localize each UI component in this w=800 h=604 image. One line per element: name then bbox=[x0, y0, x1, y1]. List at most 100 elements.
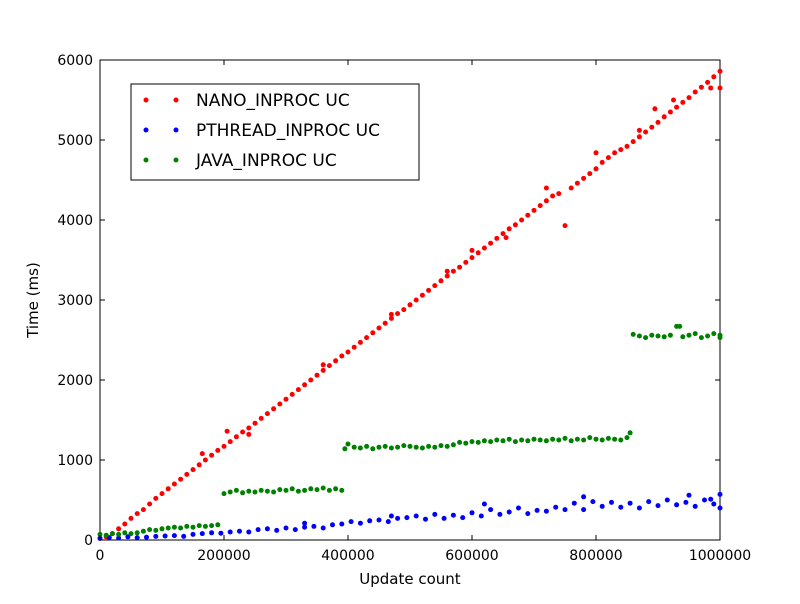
data-point bbox=[171, 524, 177, 530]
data-point bbox=[686, 332, 692, 338]
data-point bbox=[221, 491, 227, 497]
data-point bbox=[357, 445, 363, 451]
data-point bbox=[460, 515, 466, 521]
data-point bbox=[671, 97, 676, 103]
data-point bbox=[612, 150, 618, 156]
data-point bbox=[500, 231, 506, 237]
data-point bbox=[441, 515, 447, 521]
data-point bbox=[702, 497, 707, 503]
data-point bbox=[171, 481, 177, 487]
data-point bbox=[233, 434, 239, 440]
data-point bbox=[199, 451, 205, 457]
data-point bbox=[345, 441, 351, 447]
data-point bbox=[652, 106, 658, 112]
data-point bbox=[488, 439, 494, 445]
data-point bbox=[147, 527, 153, 533]
data-point bbox=[184, 523, 190, 529]
data-point bbox=[717, 335, 723, 341]
data-point bbox=[618, 504, 624, 510]
data-point bbox=[698, 335, 704, 341]
data-point bbox=[153, 495, 159, 501]
data-point bbox=[543, 438, 549, 444]
data-point bbox=[258, 487, 264, 493]
data-point bbox=[624, 435, 630, 441]
data-point bbox=[224, 428, 230, 434]
data-point bbox=[246, 488, 252, 494]
data-point bbox=[289, 391, 295, 397]
data-point bbox=[122, 521, 128, 527]
data-point bbox=[655, 333, 661, 339]
data-point bbox=[519, 217, 525, 223]
data-point bbox=[283, 396, 289, 402]
data-point bbox=[636, 333, 642, 339]
data-point bbox=[568, 438, 574, 444]
y-tick-label: 2000 bbox=[57, 373, 93, 389]
data-point bbox=[581, 437, 587, 443]
data-point bbox=[240, 490, 246, 496]
data-point bbox=[246, 529, 252, 535]
data-point bbox=[376, 325, 382, 331]
data-point bbox=[407, 302, 413, 308]
data-point bbox=[128, 515, 134, 521]
data-point bbox=[308, 377, 314, 383]
data-point bbox=[320, 525, 326, 531]
data-point bbox=[481, 501, 487, 507]
data-point bbox=[627, 430, 633, 436]
data-point bbox=[444, 268, 450, 274]
data-point bbox=[404, 515, 410, 521]
data-point bbox=[165, 486, 171, 492]
data-point bbox=[153, 527, 159, 533]
data-point bbox=[196, 523, 202, 529]
data-point bbox=[302, 382, 308, 388]
data-point bbox=[277, 487, 283, 493]
data-point bbox=[618, 437, 624, 443]
data-point bbox=[314, 487, 320, 493]
data-point bbox=[302, 487, 308, 493]
data-point bbox=[556, 437, 562, 443]
data-point bbox=[351, 344, 357, 350]
data-point bbox=[556, 191, 562, 197]
data-point bbox=[311, 523, 317, 529]
data-point bbox=[333, 486, 339, 492]
data-point bbox=[419, 292, 425, 298]
data-point bbox=[708, 496, 714, 502]
data-point bbox=[326, 487, 332, 493]
data-point bbox=[553, 504, 559, 510]
data-point bbox=[116, 535, 122, 541]
data-point bbox=[237, 528, 242, 534]
data-point bbox=[339, 521, 345, 527]
data-point bbox=[432, 283, 438, 289]
data-point bbox=[376, 444, 382, 450]
x-tick-label: 600000 bbox=[445, 548, 498, 564]
data-point bbox=[711, 501, 717, 507]
data-point bbox=[587, 435, 593, 441]
data-point bbox=[345, 349, 351, 355]
data-point bbox=[655, 119, 661, 125]
data-point bbox=[320, 485, 326, 491]
data-point bbox=[376, 517, 382, 523]
data-point bbox=[190, 531, 196, 537]
data-point bbox=[159, 491, 165, 497]
data-point bbox=[692, 89, 698, 95]
x-tick-label: 1000000 bbox=[689, 548, 751, 564]
data-point bbox=[574, 436, 580, 442]
ticks-layer: 0 200000 400000 600000 800000 1000000 0 1000 200… bbox=[57, 53, 751, 564]
data-point bbox=[481, 245, 487, 251]
data-point bbox=[500, 438, 506, 444]
data-point bbox=[221, 443, 227, 449]
data-point bbox=[413, 513, 419, 519]
data-point bbox=[109, 531, 115, 537]
data-point bbox=[388, 311, 394, 317]
data-point bbox=[717, 505, 723, 511]
data-point bbox=[426, 287, 432, 293]
data-point bbox=[295, 387, 301, 393]
data-point bbox=[227, 529, 233, 535]
data-point bbox=[209, 452, 215, 458]
data-point bbox=[178, 525, 184, 531]
data-point bbox=[320, 367, 326, 373]
series-2 bbox=[97, 323, 723, 538]
data-point bbox=[605, 435, 611, 441]
data-point bbox=[543, 185, 549, 191]
data-point bbox=[550, 436, 556, 442]
